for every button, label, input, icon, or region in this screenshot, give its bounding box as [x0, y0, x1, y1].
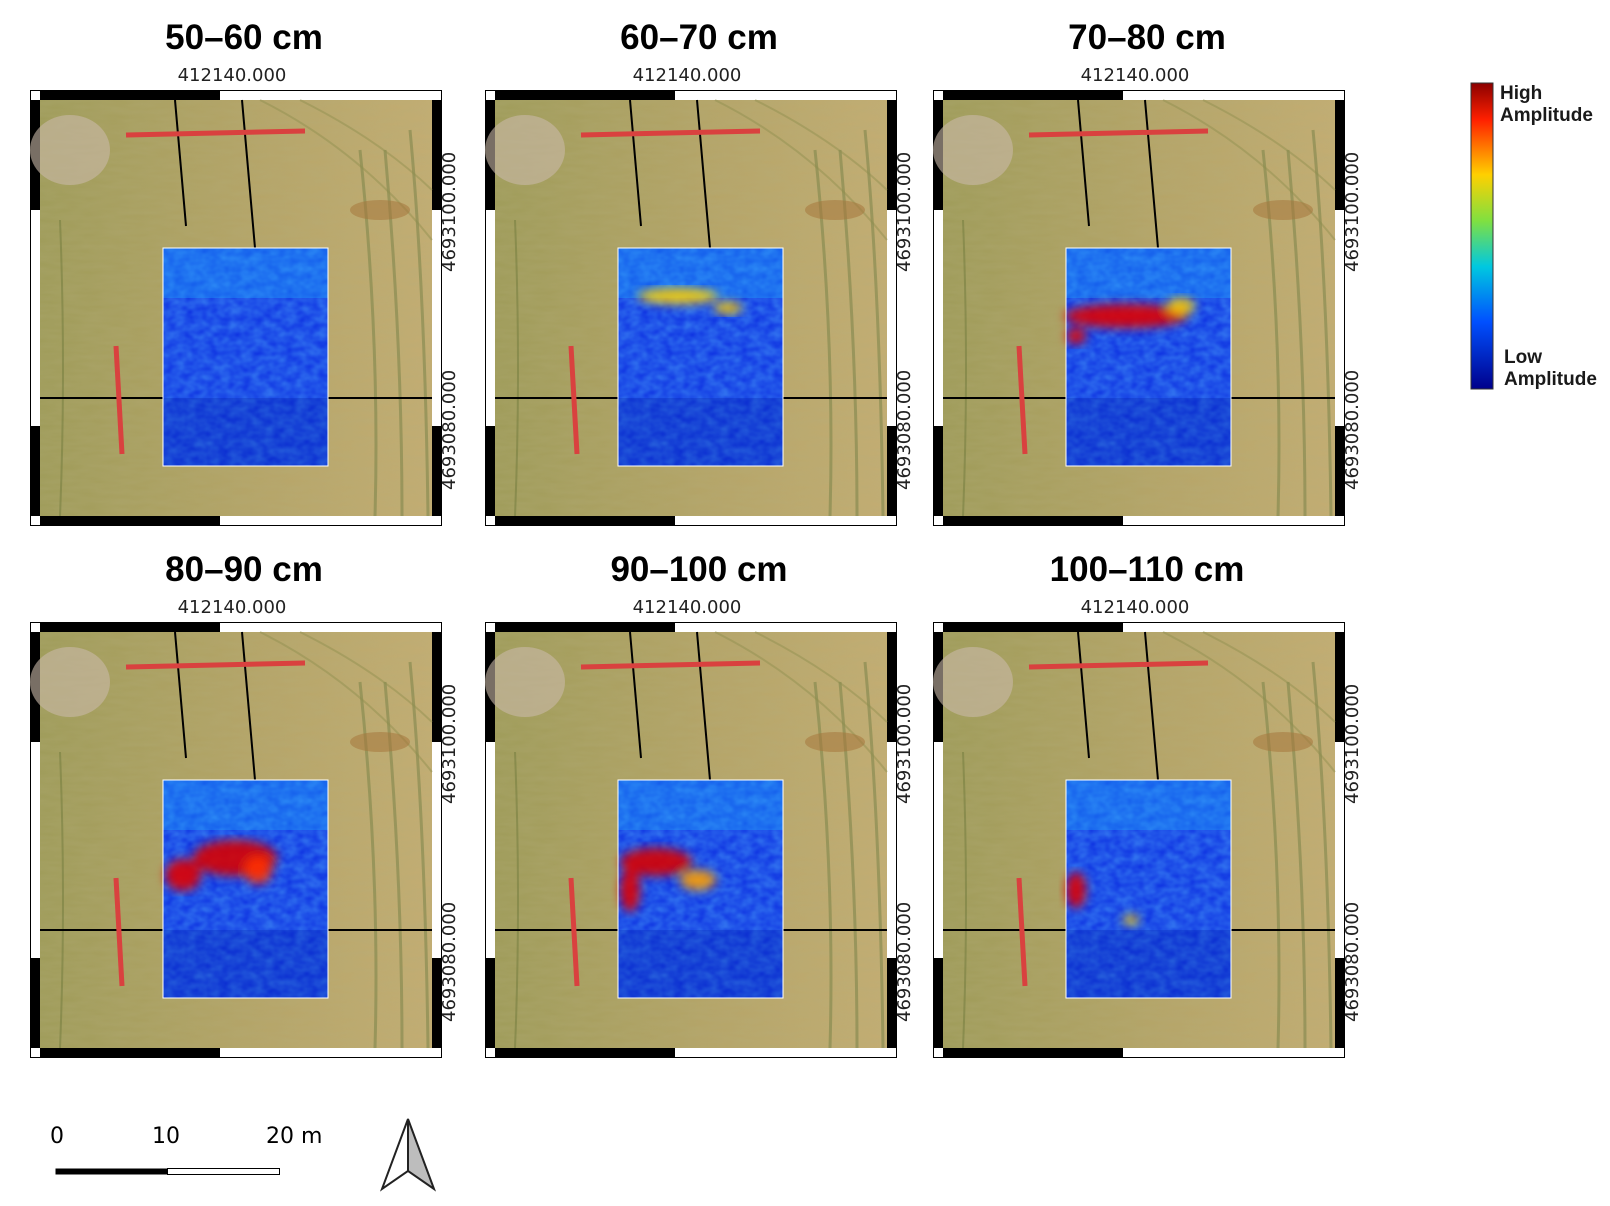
- north-arrow-icon: [378, 1115, 438, 1195]
- map-panel: 70–80 cm 412140.000: [933, 18, 1363, 528]
- easting-label: 412140.000: [632, 65, 742, 86]
- map-panel: 100–110 cm 412140.000: [933, 550, 1363, 1060]
- map-canvas: [30, 622, 442, 1058]
- legend-colorbar: [1470, 82, 1494, 390]
- panel-title: 50–60 cm: [165, 18, 323, 57]
- scale-bar-graphic: [55, 1168, 280, 1175]
- legend-high-label-1: High: [1500, 83, 1543, 104]
- legend-high-label-2: Amplitude: [1500, 105, 1593, 126]
- map-frame: [30, 622, 458, 1058]
- northing-label-bottom: 4693080.000: [1342, 369, 1363, 490]
- panel-title: 100–110 cm: [1049, 550, 1245, 589]
- scale-bar: 0 10 20 m: [40, 1124, 340, 1204]
- easting-label: 412140.000: [1080, 597, 1190, 618]
- panel-title: 70–80 cm: [1068, 18, 1226, 57]
- easting-label: 412140.000: [1080, 65, 1190, 86]
- map-panel: 60–70 cm 412140.000: [485, 18, 915, 528]
- legend-low-label-1: Low: [1504, 347, 1542, 368]
- northing-label-bottom: 4693080.000: [439, 901, 460, 1022]
- northing-label-top: 4693100.000: [439, 151, 460, 272]
- northing-label-top: 4693100.000: [894, 151, 915, 272]
- northing-label-top: 4693100.000: [439, 683, 460, 804]
- northing-label-bottom: 4693080.000: [1342, 901, 1363, 1022]
- easting-label: 412140.000: [632, 597, 742, 618]
- easting-label: 412140.000: [177, 597, 287, 618]
- northing-label-top: 4693100.000: [1342, 683, 1363, 804]
- map-frame: [485, 90, 913, 526]
- map-panel: 50–60 cm 412140.000: [30, 18, 460, 528]
- map-panel: 80–90 cm 412140.000: [30, 550, 460, 1060]
- map-canvas: [30, 90, 442, 526]
- map-canvas: [485, 90, 897, 526]
- map-canvas: [933, 90, 1345, 526]
- easting-label: 412140.000: [177, 65, 287, 86]
- scale-label-10: 10: [152, 1124, 180, 1149]
- amplitude-legend: High Amplitude Low Amplitude: [1470, 82, 1610, 392]
- map-canvas: [933, 622, 1345, 1058]
- map-canvas: [485, 622, 897, 1058]
- panel-title: 90–100 cm: [610, 550, 788, 589]
- northing-label-bottom: 4693080.000: [894, 369, 915, 490]
- panel-title: 60–70 cm: [620, 18, 778, 57]
- map-panel: 90–100 cm 412140.000: [485, 550, 915, 1060]
- northing-label-top: 4693100.000: [894, 683, 915, 804]
- northing-label-bottom: 4693080.000: [894, 901, 915, 1022]
- legend-low-label-2: Amplitude: [1504, 369, 1597, 390]
- map-frame: [30, 90, 458, 526]
- map-frame: [933, 90, 1361, 526]
- scale-label-0: 0: [50, 1124, 64, 1149]
- map-frame: [933, 622, 1361, 1058]
- panel-title: 80–90 cm: [165, 550, 323, 589]
- scale-label-20: 20 m: [266, 1124, 323, 1149]
- map-frame: [485, 622, 913, 1058]
- northing-label-top: 4693100.000: [1342, 151, 1363, 272]
- northing-label-bottom: 4693080.000: [439, 369, 460, 490]
